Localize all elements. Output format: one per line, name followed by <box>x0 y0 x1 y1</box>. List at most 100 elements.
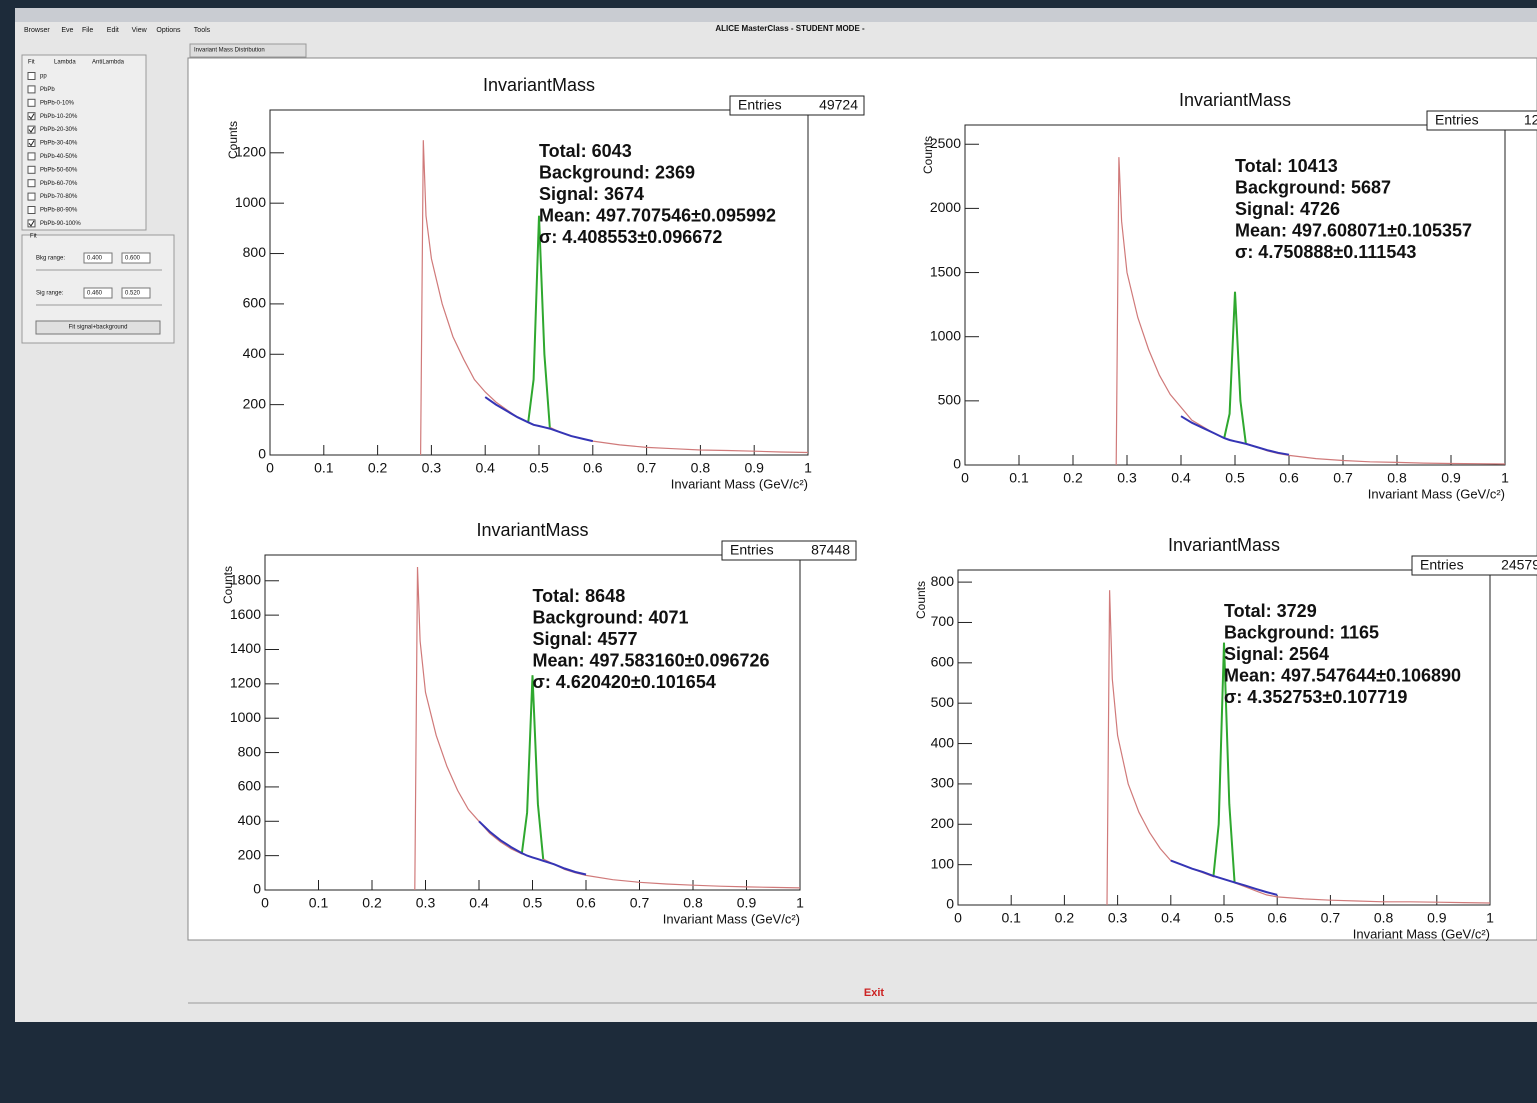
y-tick-label: 600 <box>931 654 955 670</box>
entries-value: 1233 <box>1524 112 1537 128</box>
x-tick-label: 0.8 <box>1374 910 1394 926</box>
checkbox[interactable] <box>27 206 36 214</box>
y-tick-label: 500 <box>931 694 955 710</box>
x-tick-label: 0 <box>954 910 962 926</box>
menu-item[interactable]: Tools <box>194 27 211 34</box>
menu-item[interactable]: View <box>132 27 148 34</box>
y-tick-label: 200 <box>243 395 267 411</box>
y-tick-label: 1200 <box>230 675 261 691</box>
y-axis-label: Counts <box>226 121 240 159</box>
title-bar <box>15 8 1537 22</box>
y-tick-label: 1000 <box>235 194 266 210</box>
stats-line: Signal: 4577 <box>533 629 638 649</box>
x-tick-label: 0.3 <box>422 460 442 476</box>
x-axis-label: Invariant Mass (GeV/c²) <box>671 476 808 491</box>
stats-line: Signal: 3674 <box>539 184 644 204</box>
checkbox[interactable] <box>27 219 36 228</box>
x-tick-label: 0.9 <box>1441 470 1461 486</box>
checkbox[interactable] <box>27 192 36 201</box>
x-tick-label: 0.5 <box>529 460 549 476</box>
checkbox[interactable] <box>27 72 36 80</box>
checkbox[interactable] <box>27 112 36 121</box>
checkbox[interactable] <box>27 139 36 147</box>
range-input[interactable] <box>121 252 151 264</box>
range-input[interactable] <box>83 287 113 299</box>
range-max: 0.600 <box>125 256 141 262</box>
x-tick-label: 0.4 <box>469 895 489 911</box>
histogram-line <box>1180 415 1290 456</box>
checkbox[interactable] <box>27 152 36 161</box>
y-tick-label: 400 <box>243 345 267 361</box>
stats-line: Background: 4071 <box>533 607 689 627</box>
checkbox[interactable] <box>27 85 36 94</box>
x-tick-label: 0.7 <box>630 895 650 911</box>
stats-line: Background: 2369 <box>539 162 695 182</box>
checkmark <box>28 220 35 227</box>
y-tick-label: 1500 <box>930 263 961 279</box>
x-tick-label: 0.7 <box>1321 910 1341 926</box>
stats-line: σ: 4.750888±0.111543 <box>1235 242 1416 262</box>
exit-button[interactable]: Exit <box>864 987 885 999</box>
sidebar-tab[interactable]: Lambda <box>54 60 76 66</box>
menu-item[interactable]: Browser <box>24 27 50 34</box>
tab[interactable] <box>189 43 307 58</box>
tab-label: Invariant Mass Distribution <box>194 48 265 54</box>
x-tick-label: 0.7 <box>637 460 657 476</box>
x-tick-label: 0.7 <box>1333 470 1353 486</box>
menu-item[interactable]: Options <box>156 27 181 34</box>
fit-button[interactable] <box>35 320 161 335</box>
checkbox[interactable] <box>27 125 36 134</box>
x-axis-label: Invariant Mass (GeV/c²) <box>1353 926 1490 941</box>
options-panel <box>21 54 147 231</box>
sidebar-tab[interactable]: AntiLambda <box>92 60 125 66</box>
stats-line: Background: 5687 <box>1235 177 1391 197</box>
x-tick-label: 0.6 <box>1267 910 1287 926</box>
window-title: ALICE MasterClass - STUDENT MODE - <box>715 24 865 33</box>
entries-label: Entries <box>738 97 782 113</box>
x-tick-label: 0.6 <box>576 895 596 911</box>
histogram-line <box>478 820 587 876</box>
x-axis-label: Invariant Mass (GeV/c²) <box>1368 486 1505 501</box>
y-axis-label: Counts <box>914 581 928 619</box>
option-label: PbPb-30-40% <box>40 141 78 147</box>
menu-item[interactable]: File <box>82 27 93 34</box>
y-tick-label: 0 <box>953 456 961 472</box>
histogram-line <box>527 215 551 428</box>
x-axis-label: Invariant Mass (GeV/c²) <box>663 911 800 926</box>
stats-box <box>729 95 865 116</box>
histogram-line <box>484 396 594 443</box>
chart-title: InvariantMass <box>1168 535 1280 555</box>
checkbox[interactable] <box>27 98 36 107</box>
y-tick-label: 400 <box>931 734 955 750</box>
option-label: PbPb-50-60% <box>40 167 78 173</box>
stats-line: Signal: 2564 <box>1224 644 1329 664</box>
y-tick-label: 1200 <box>235 144 266 160</box>
entries-value: 87448 <box>811 542 850 558</box>
stats-line: Total: 3729 <box>1224 601 1317 621</box>
x-tick-label: 1 <box>1501 470 1509 486</box>
desk <box>15 1022 1537 1103</box>
stats-line: Total: 6043 <box>539 141 632 161</box>
plot-frame <box>269 109 809 456</box>
x-tick-label: 1 <box>804 460 812 476</box>
range-input[interactable] <box>83 252 113 264</box>
x-tick-label: 0 <box>961 470 969 486</box>
y-tick-label: 200 <box>931 815 955 831</box>
menu-item[interactable]: Eve <box>61 27 73 34</box>
x-tick-label: 0.3 <box>416 895 436 911</box>
checkbox[interactable] <box>27 179 36 188</box>
sidebar-tab[interactable]: Fit <box>28 60 35 66</box>
x-tick-label: 0.6 <box>1279 470 1299 486</box>
y-tick-label: 2000 <box>930 199 961 215</box>
range-input[interactable] <box>121 287 151 299</box>
menu-item[interactable]: Edit <box>107 27 119 34</box>
histogram-line <box>520 675 545 860</box>
checkbox[interactable] <box>27 165 36 174</box>
checkmark <box>28 140 35 147</box>
x-tick-label: 0 <box>261 895 269 911</box>
y-tick-label: 800 <box>238 743 262 759</box>
stats-line: Total: 8648 <box>533 586 626 606</box>
y-tick-label: 800 <box>243 244 267 260</box>
y-tick-label: 0 <box>253 881 261 897</box>
